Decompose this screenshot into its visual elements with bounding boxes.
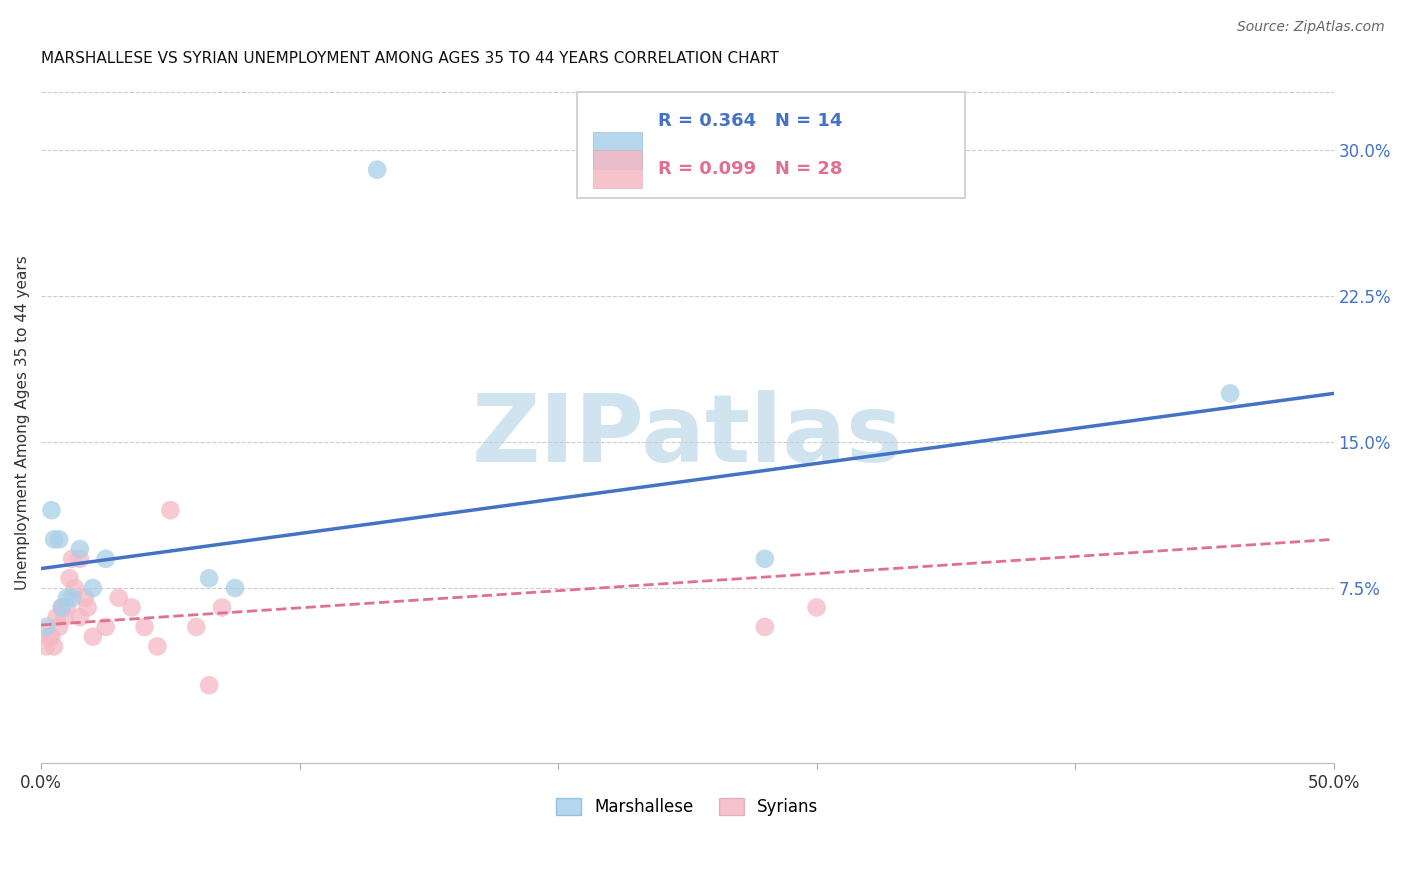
Point <box>82 581 104 595</box>
Point <box>48 620 70 634</box>
Point <box>35 640 58 654</box>
Point <box>56 591 79 605</box>
Point <box>42 533 65 547</box>
Point <box>121 600 143 615</box>
Point <box>159 503 181 517</box>
Point <box>69 542 91 557</box>
Point <box>107 591 129 605</box>
Bar <box>593 132 643 169</box>
Point <box>211 600 233 615</box>
Point <box>198 678 221 692</box>
Text: R = 0.364   N = 14: R = 0.364 N = 14 <box>658 112 842 130</box>
Point <box>45 610 67 624</box>
Point <box>56 600 79 615</box>
Point <box>53 610 76 624</box>
Point <box>38 630 60 644</box>
Point <box>76 600 98 615</box>
Text: MARSHALLESE VS SYRIAN UNEMPLOYMENT AMONG AGES 35 TO 44 YEARS CORRELATION CHART: MARSHALLESE VS SYRIAN UNEMPLOYMENT AMONG… <box>41 51 779 66</box>
Point <box>94 620 117 634</box>
FancyBboxPatch shape <box>578 93 965 198</box>
Bar <box>593 150 643 187</box>
Point <box>41 630 63 644</box>
Point <box>63 581 86 595</box>
Point <box>35 620 58 634</box>
Point <box>754 551 776 566</box>
Point <box>51 600 73 615</box>
Point <box>224 581 246 595</box>
Point <box>806 600 828 615</box>
Point <box>48 533 70 547</box>
Text: ZIPatlas: ZIPatlas <box>471 390 903 483</box>
Point <box>146 640 169 654</box>
Point <box>73 591 96 605</box>
Point <box>69 551 91 566</box>
Point <box>186 620 208 634</box>
Point <box>41 503 63 517</box>
Point <box>1219 386 1241 401</box>
Point <box>51 600 73 615</box>
Y-axis label: Unemployment Among Ages 35 to 44 years: Unemployment Among Ages 35 to 44 years <box>15 255 30 590</box>
Point <box>69 610 91 624</box>
Point <box>42 640 65 654</box>
Point <box>60 551 83 566</box>
Point <box>754 620 776 634</box>
Legend: Marshallese, Syrians: Marshallese, Syrians <box>550 791 825 823</box>
Point <box>366 162 388 177</box>
Point <box>198 571 221 585</box>
Point <box>60 591 83 605</box>
Text: Source: ZipAtlas.com: Source: ZipAtlas.com <box>1237 21 1385 34</box>
Point <box>82 630 104 644</box>
Point <box>94 551 117 566</box>
Point <box>58 571 80 585</box>
Point <box>134 620 156 634</box>
Text: R = 0.099   N = 28: R = 0.099 N = 28 <box>658 160 842 178</box>
